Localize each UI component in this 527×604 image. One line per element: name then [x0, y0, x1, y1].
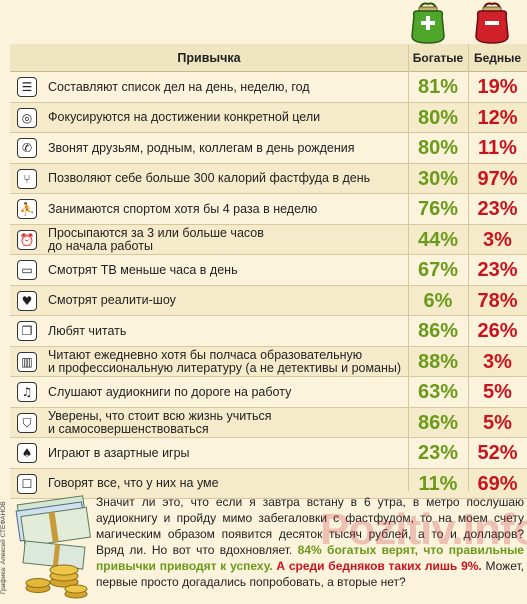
rich-percent: 6% — [423, 289, 453, 312]
rich-percent: 80% — [417, 137, 459, 159]
rich-percent: 63% — [417, 381, 459, 403]
poor-percent: 26% — [477, 320, 518, 342]
fork-icon: ⑂ — [17, 168, 37, 189]
graduation-cap-icon: ⛉ — [17, 412, 37, 433]
table-row: ⛹ Занимаются спортом хотя бы 4 раза в нед… — [10, 194, 527, 225]
habit-text: Просыпаются за 3 или больше часов до нач… — [48, 225, 264, 253]
table-row: ☐ Говорят все, что у них на уме 11% 69% — [10, 468, 527, 499]
table-row: ⏰ Просыпаются за 3 или больше часов до на… — [10, 224, 527, 255]
rich-percent: 23% — [417, 442, 459, 464]
habit-text: Звонят друзьям, родным, коллегам в день … — [48, 140, 355, 155]
table-row: ⑂ Позволяют себе больше 300 калорий фастф… — [10, 163, 527, 194]
table-row: ♠ Играют в азартные игры 23% 52% — [10, 438, 527, 469]
rich-percent: 80% — [417, 106, 459, 129]
habit-text: Фокусируются на достижении конкретной це… — [48, 110, 321, 124]
green-purse-plus-icon — [411, 2, 445, 44]
speech-bubble-icon: ☐ — [17, 473, 37, 494]
rich-percent: 81% — [417, 76, 459, 98]
rich-percent: 11% — [418, 472, 458, 495]
rich-percent: 86% — [417, 320, 459, 342]
tv-heart-icon: ♥ — [17, 290, 37, 311]
rich-percent: 86% — [417, 411, 459, 434]
poor-percent: 78% — [477, 289, 518, 312]
table-row: ❐ Любят читать 86% 26% — [10, 316, 527, 347]
table-row: ✆ Звонят друзьям, родным, коллегам в день… — [10, 133, 527, 164]
header-rich: Богатые — [412, 51, 464, 65]
habit-text: Позволяют себе больше 300 калорий фастфу… — [48, 171, 371, 185]
poor-percent: 23% — [477, 259, 518, 281]
target-icon: ◎ — [17, 107, 37, 128]
footer-text: Значит ли это, что если я завтра встану … — [96, 494, 524, 602]
poor-percent: 5% — [483, 411, 512, 434]
graphics-credit: Графика: Алексей СТЕФАНОВ — [0, 501, 7, 595]
alarm-clock-icon: ⏰ — [17, 229, 37, 250]
table-header: Привычка Богатые Бедные — [10, 44, 527, 72]
habit-text: Занимаются спортом хотя бы 4 раза в неде… — [48, 201, 318, 216]
footer-question: Может, первые просто догадались попробов… — [96, 559, 524, 589]
habit-text: Любят читать — [48, 323, 127, 338]
rich-percent: 30% — [417, 167, 459, 190]
poor-percent: 5% — [483, 381, 512, 403]
habit-text: Составляют список дел на день, неделю, г… — [48, 79, 310, 94]
habit-text: Слушают аудиокниги по дороге на работу — [48, 384, 292, 399]
rich-percent: 44% — [417, 228, 459, 251]
poor-percent: 52% — [477, 442, 518, 464]
poor-percent: 23% — [477, 198, 518, 220]
header-poor: Бедные — [473, 51, 522, 65]
table-row: ♥ Смотрят реалити-шоу 6% 78% — [10, 285, 527, 316]
poor-percent: 11% — [478, 137, 517, 159]
headphones-icon: ♫ — [17, 382, 37, 402]
spade-icon: ♠ — [17, 443, 37, 463]
table-row: ▥ Читают ежедневно хотя бы полчаса образо… — [10, 346, 527, 377]
rich-percent: 88% — [417, 350, 459, 373]
rich-percent: 76% — [417, 198, 459, 220]
habits-table: ☰ Составляют список дел на день, неделю, … — [10, 72, 527, 499]
header-habit: Привычка — [177, 51, 241, 65]
footer-paragraph: Значит ли это, что если я завтра встану … — [96, 495, 524, 557]
table-row: ☰ Составляют список дел на день, неделю, … — [10, 72, 527, 103]
habit-text: Играют в азартные игры — [48, 445, 190, 460]
column-divider — [408, 44, 409, 491]
list-icon: ☰ — [17, 77, 37, 97]
poor-percent: 3% — [483, 350, 512, 373]
red-purse-minus-icon — [475, 2, 509, 44]
table-row: ⛉ Уверены, что стоит всю жизнь учиться и … — [10, 407, 527, 438]
footer-rich-highlight: 84% богатых верят, что правильные привыч… — [96, 543, 524, 573]
poor-percent: 3% — [483, 228, 512, 251]
habit-text: Смотрят реалити-шоу — [48, 293, 176, 307]
footer-poor-highlight: А среди бедняков таких лишь 9%. — [272, 559, 482, 573]
habit-text: Говорят все, что у них на уме — [48, 476, 219, 490]
runner-icon: ⛹ — [17, 199, 37, 219]
phone-icon: ✆ — [17, 138, 37, 158]
money-stack-icon — [15, 495, 92, 599]
table-row: ▭ Смотрят ТВ меньше часа в день 67% 23% — [10, 255, 527, 286]
purses-header — [0, 0, 527, 44]
poor-percent: 69% — [477, 472, 518, 495]
poor-percent: 97% — [477, 167, 518, 190]
tv-icon: ▭ — [17, 260, 37, 280]
books-icon: ▥ — [17, 351, 37, 372]
poor-percent: 19% — [477, 76, 518, 98]
habit-text: Смотрят ТВ меньше часа в день — [48, 262, 238, 277]
table-row: ◎ Фокусируются на достижении конкретной ц… — [10, 102, 527, 133]
poor-percent: 12% — [477, 106, 518, 129]
rich-percent: 67% — [417, 259, 459, 281]
table-row: ♫ Слушают аудиокниги по дороге на работу 6… — [10, 377, 527, 408]
column-divider — [468, 44, 469, 491]
habit-text: Уверены, что стоит всю жизнь учиться и с… — [48, 408, 272, 436]
habit-text: Читают ежедневно хотя бы полчаса образов… — [48, 347, 402, 375]
book-icon: ❐ — [17, 321, 37, 341]
